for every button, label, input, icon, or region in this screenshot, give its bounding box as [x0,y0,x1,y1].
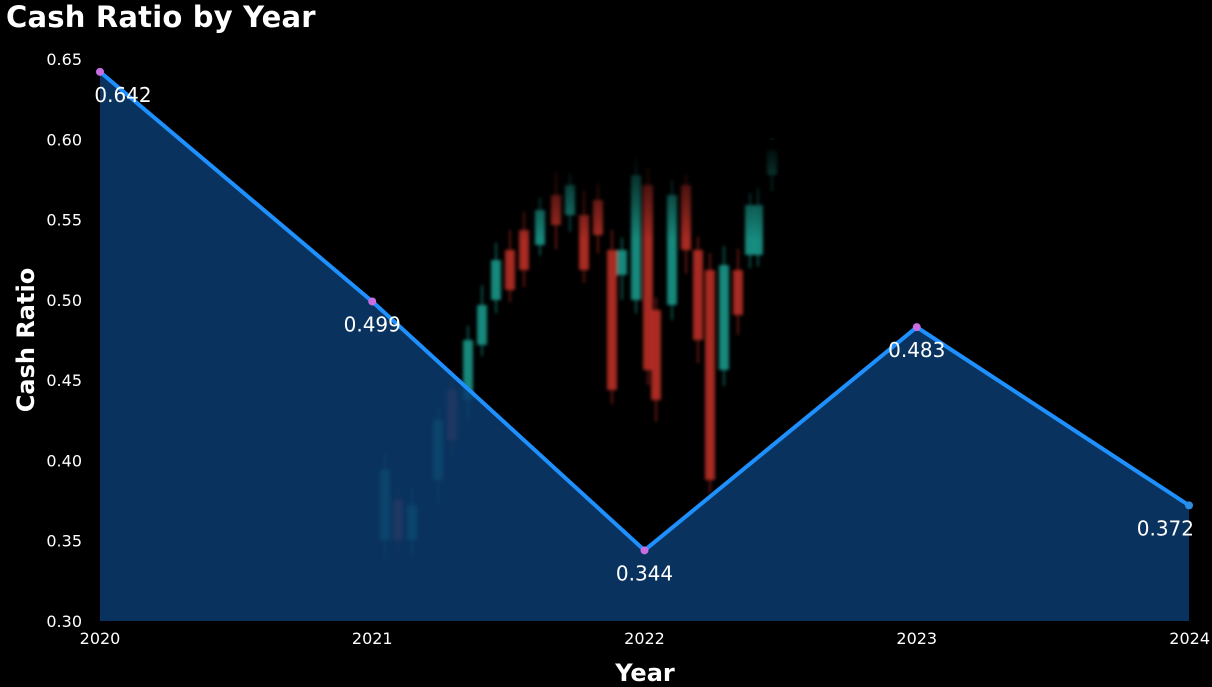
data-point-2020[interactable] [96,67,104,76]
data-labels: 0.642 0.499 0.344 0.483 0.372 [94,83,1194,586]
x-axis: 2020 2021 2022 2023 2024 [80,629,1210,648]
y-tick-label: 0.45 [46,371,82,390]
data-label-2021: 0.499 [344,312,401,336]
y-tick-label: 0.55 [46,211,82,230]
x-tick-label: 2023 [896,629,937,648]
y-tick-label: 0.35 [46,532,82,551]
data-label-2022: 0.344 [616,561,673,585]
x-tick-label: 2020 [80,629,121,648]
data-point-2022[interactable] [640,546,649,555]
y-tick-label: 0.30 [46,612,82,631]
x-tick-label: 2022 [624,629,665,648]
y-tick-label: 0.40 [46,451,82,470]
y-axis: 0.30 0.35 0.40 0.45 0.50 0.55 0.60 0.65 [46,50,82,631]
data-point-2024[interactable] [1185,501,1193,510]
x-axis-title: Year [614,659,675,687]
data-point-2021[interactable] [368,297,377,306]
x-tick-label: 2021 [352,629,393,648]
data-label-2024: 0.372 [1137,516,1194,540]
y-axis-title: Cash Ratio [12,268,40,412]
data-label-2023: 0.483 [888,338,945,362]
area-fill-layer [100,71,1189,622]
series-area [100,71,1189,622]
data-point-2023[interactable] [912,323,921,332]
y-tick-label: 0.50 [46,291,82,310]
data-markers [96,67,1193,555]
y-tick-label: 0.60 [46,130,82,149]
chart-title: Cash Ratio by Year [6,0,316,34]
x-tick-label: 2024 [1169,629,1210,648]
y-tick-label: 0.65 [46,50,82,69]
data-label-2020: 0.642 [94,83,151,107]
